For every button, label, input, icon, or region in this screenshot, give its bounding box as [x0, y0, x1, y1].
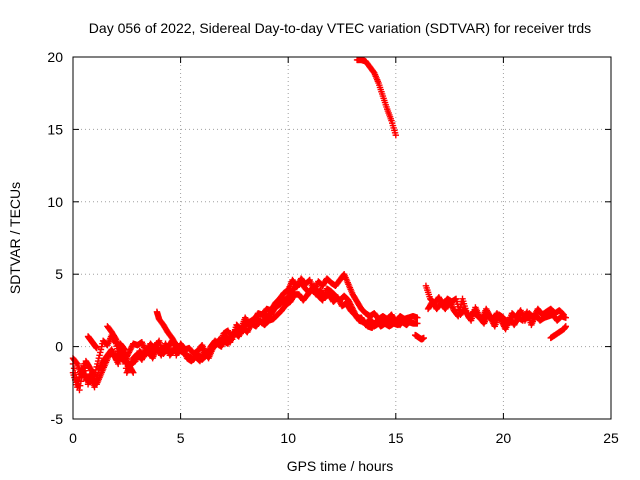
- x-tick-label: 5: [177, 430, 185, 446]
- y-tick-label: 10: [47, 194, 63, 210]
- y-axis-label: SDTVAR / TECUs: [7, 182, 23, 294]
- data-point-marker: [76, 382, 84, 389]
- data-point-marker: [93, 363, 100, 371]
- x-tick-label: 15: [388, 430, 404, 446]
- y-tick-label: 20: [47, 49, 63, 65]
- data-point-marker: [96, 352, 103, 359]
- data-point-marker: [97, 346, 105, 353]
- data-point-marker: [94, 360, 101, 368]
- data-point-marker: [173, 341, 180, 349]
- data-point-marker: [93, 344, 100, 352]
- data-point-marker: [114, 360, 122, 368]
- data-segment: [353, 56, 399, 139]
- data-point-marker: [98, 343, 105, 350]
- x-tick-label: 0: [69, 430, 77, 446]
- data-segment: [547, 323, 570, 342]
- data-point-marker: [92, 366, 100, 373]
- data-point-marker: [414, 320, 421, 327]
- y-tick-label: -5: [51, 411, 64, 427]
- data-series-sdtvar: [69, 56, 570, 394]
- data-point-marker: [82, 370, 90, 378]
- data-point-marker: [97, 349, 104, 356]
- data-point-marker: [129, 368, 136, 375]
- data-segment: [69, 285, 415, 394]
- data-segment: [424, 295, 570, 333]
- data-segment: [84, 333, 100, 352]
- data-point-marker: [81, 367, 89, 374]
- chart-title: Day 056 of 2022, Sidereal Day-to-day VTE…: [89, 20, 591, 36]
- data-segment: [69, 279, 421, 391]
- data-point-marker: [455, 310, 463, 317]
- x-axis-label: GPS time / hours: [287, 458, 394, 474]
- data-point-marker: [130, 369, 137, 376]
- data-point-marker: [406, 318, 414, 325]
- data-point-marker: [95, 354, 103, 362]
- data-point-marker: [457, 301, 465, 308]
- data-point-marker: [562, 323, 570, 330]
- data-point-marker: [456, 307, 463, 314]
- data-point-marker: [94, 357, 102, 365]
- data-point-marker: [407, 317, 415, 324]
- data-segment: [411, 331, 427, 343]
- y-tick-label: 15: [47, 121, 63, 137]
- plot-area-border: [72, 56, 612, 420]
- x-tick-label: 10: [280, 430, 296, 446]
- y-tick-label: 0: [55, 339, 63, 355]
- data-point-marker: [457, 304, 464, 311]
- grid-lines: [73, 57, 611, 419]
- data-segment: [153, 308, 180, 349]
- data-point-marker: [70, 365, 78, 372]
- data-point-marker: [562, 314, 570, 321]
- data-point-marker: [73, 373, 80, 381]
- data-point-marker: [172, 340, 179, 348]
- data-point-marker: [83, 374, 90, 381]
- data-point-marker: [81, 364, 88, 371]
- data-point-marker: [420, 334, 427, 342]
- data-point-marker: [115, 357, 123, 365]
- axis-ticks: 0 5 10 15 20 25 -5 0 5 10 15 20: [47, 49, 619, 446]
- x-tick-label: 20: [496, 430, 512, 446]
- data-segment: [104, 323, 137, 376]
- data-point-marker: [76, 386, 83, 394]
- data-point-marker: [414, 314, 421, 321]
- data-point-marker: [80, 360, 87, 368]
- y-tick-label: 5: [55, 266, 63, 282]
- x-tick-label: 25: [603, 430, 619, 446]
- data-point-marker: [455, 312, 462, 320]
- data-point-marker: [392, 131, 399, 139]
- data-point-marker: [77, 378, 85, 385]
